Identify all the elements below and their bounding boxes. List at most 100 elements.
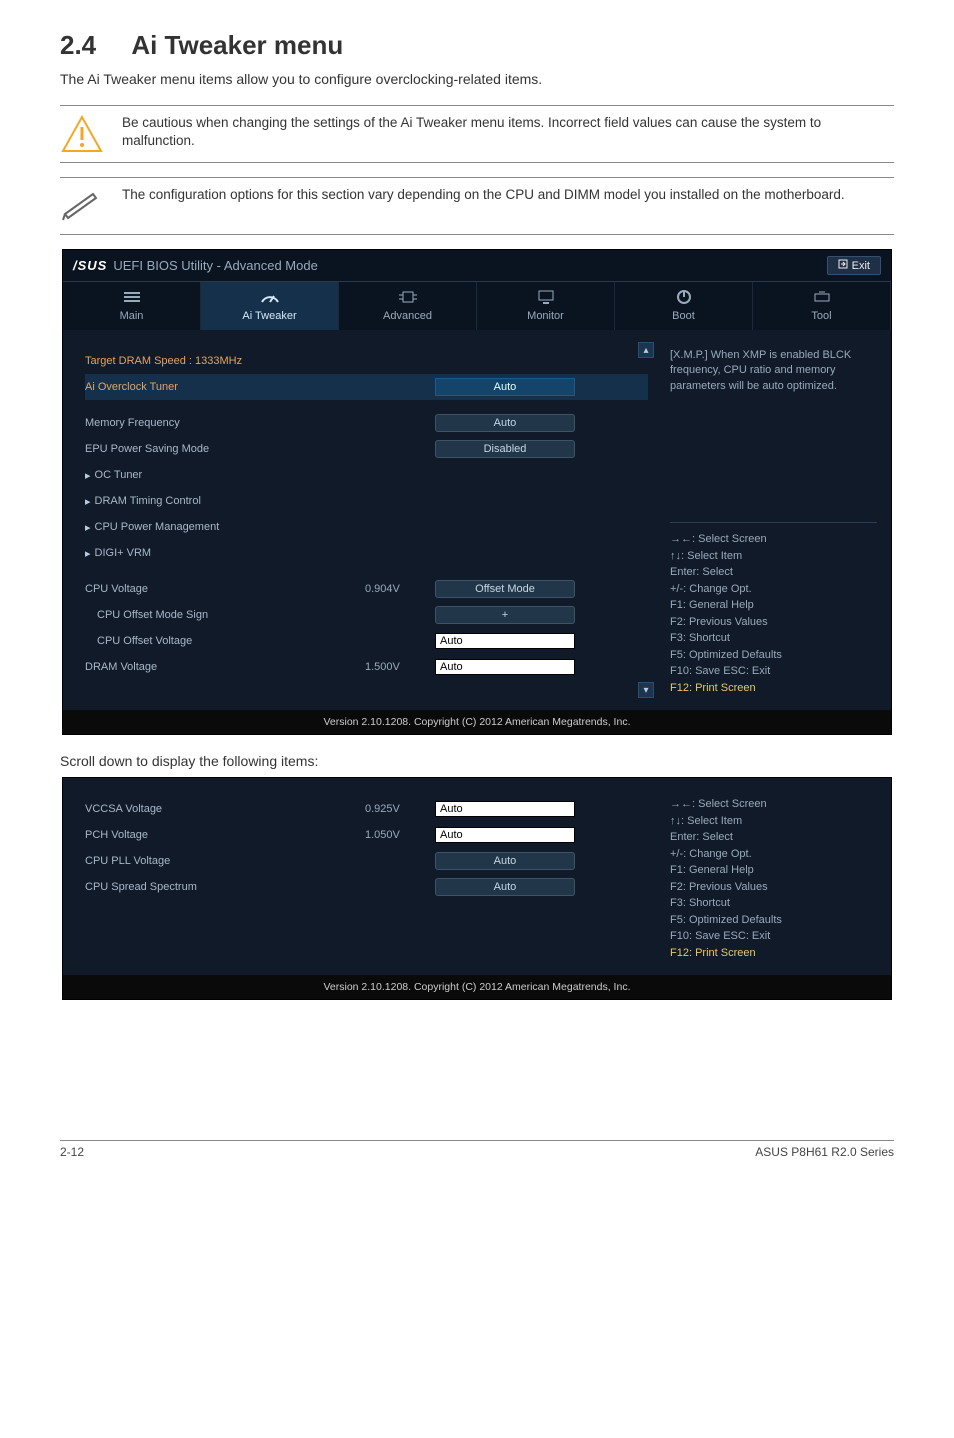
cpu-power-row[interactable]: ▸ CPU Power Management xyxy=(85,514,648,540)
oc-tuner-row[interactable]: ▸ OC Tuner xyxy=(85,462,648,488)
dram-timing-label: DRAM Timing Control xyxy=(95,495,375,507)
chip-icon xyxy=(399,288,417,306)
pll-row[interactable]: CPU PLL Voltage Auto xyxy=(85,848,648,874)
tab-ai-tweaker[interactable]: Ai Tweaker xyxy=(201,282,339,330)
dram-voltage-mid: 1.500V xyxy=(365,661,435,673)
key-l3: Enter: Select xyxy=(670,564,877,581)
chevron-icon: ▸ xyxy=(85,495,91,508)
bios-title-text: UEFI BIOS Utility - Advanced Mode xyxy=(113,258,317,273)
tab-label: Main xyxy=(120,310,144,322)
key-l4: +/-: Change Opt. xyxy=(670,581,877,598)
chevron-icon: ▸ xyxy=(85,469,91,482)
exit-icon xyxy=(838,259,848,272)
key-l6: F2: Previous Values xyxy=(670,879,877,896)
ai-overclock-tuner-row[interactable]: Ai Overclock Tuner Auto xyxy=(85,374,648,400)
spread-value[interactable]: Auto xyxy=(435,878,575,896)
note-callout: The configuration options for this secti… xyxy=(60,177,894,235)
dram-voltage-label: DRAM Voltage xyxy=(85,661,365,673)
key-l8: F5: Optimized Defaults xyxy=(670,647,877,664)
digi-vrm-row[interactable]: ▸ DIGI+ VRM xyxy=(85,540,648,566)
tab-label: Monitor xyxy=(527,310,564,322)
offset-voltage-row[interactable]: CPU Offset Voltage xyxy=(85,628,648,654)
key-l7: F3: Shortcut xyxy=(670,630,877,647)
offset-voltage-input[interactable] xyxy=(435,633,575,649)
list-icon xyxy=(122,288,142,306)
key-print: F12: Print Screen xyxy=(670,680,877,697)
bios-body: Target DRAM Speed : 1333MHz Ai Overclock… xyxy=(63,330,891,710)
pch-label: PCH Voltage xyxy=(85,829,365,841)
epu-label: EPU Power Saving Mode xyxy=(85,443,365,455)
dram-voltage-input[interactable] xyxy=(435,659,575,675)
tab-main[interactable]: Main xyxy=(63,282,201,330)
key-l8: F5: Optimized Defaults xyxy=(670,912,877,929)
tab-label: Ai Tweaker xyxy=(242,310,296,322)
key-l4: +/-: Change Opt. xyxy=(670,846,877,863)
tab-label: Advanced xyxy=(383,310,432,322)
doc-title: ASUS P8H61 R2.0 Series xyxy=(755,1145,894,1159)
key-l7: F3: Shortcut xyxy=(670,895,877,912)
key-l9: F10: Save ESC: Exit xyxy=(670,663,877,680)
offset-sign-label: CPU Offset Mode Sign xyxy=(97,609,365,621)
key-l2: ↑↓: Select Item xyxy=(670,813,877,830)
cpu-voltage-label: CPU Voltage xyxy=(85,583,365,595)
warning-text: Be cautious when changing the settings o… xyxy=(122,114,894,150)
key-l5: F1: General Help xyxy=(670,862,877,879)
epu-value[interactable]: Disabled xyxy=(435,440,575,458)
tool-icon xyxy=(813,288,831,306)
tab-boot[interactable]: Boot xyxy=(615,282,753,330)
power-icon xyxy=(676,288,692,306)
offset-sign-row[interactable]: CPU Offset Mode Sign + xyxy=(85,602,648,628)
help-text: [X.M.P.] When XMP is enabled BLCK freque… xyxy=(670,348,877,394)
tab-label: Boot xyxy=(672,310,695,322)
key-print: F12: Print Screen xyxy=(670,945,877,962)
scrollbar[interactable]: ▴ ▾ xyxy=(638,342,654,698)
offset-voltage-label: CPU Offset Voltage xyxy=(97,635,365,647)
memfreq-value[interactable]: Auto xyxy=(435,414,575,432)
page-number: 2-12 xyxy=(60,1145,84,1159)
gauge-icon xyxy=(259,288,281,306)
section-heading: 2.4 Ai Tweaker menu xyxy=(60,30,894,61)
section-number: 2.4 xyxy=(60,30,96,60)
cpu-voltage-row[interactable]: CPU Voltage 0.904V Offset Mode xyxy=(85,576,648,602)
bios-window-2: VCCSA Voltage 0.925V PCH Voltage 1.050V … xyxy=(62,777,892,1000)
pch-row[interactable]: PCH Voltage 1.050V xyxy=(85,822,648,848)
key-l1: →←: Select Screen xyxy=(670,796,877,813)
memfreq-label: Memory Frequency xyxy=(85,417,365,429)
memory-frequency-row[interactable]: Memory Frequency Auto xyxy=(85,410,648,436)
vccsa-mid: 0.925V xyxy=(365,803,435,815)
spread-row[interactable]: CPU Spread Spectrum Auto xyxy=(85,874,648,900)
dram-timing-row[interactable]: ▸ DRAM Timing Control xyxy=(85,488,648,514)
monitor-icon xyxy=(537,288,555,306)
page-footer: 2-12 ASUS P8H61 R2.0 Series xyxy=(60,1140,894,1159)
bios-title: /SUS UEFI BIOS Utility - Advanced Mode xyxy=(73,258,318,273)
ai-tuner-value[interactable]: Auto xyxy=(435,378,575,396)
pch-input[interactable] xyxy=(435,827,575,843)
scroll-up-icon[interactable]: ▴ xyxy=(638,342,654,358)
key-l1: →←: Select Screen xyxy=(670,531,877,548)
pch-mid: 1.050V xyxy=(365,829,435,841)
vccsa-row[interactable]: VCCSA Voltage 0.925V xyxy=(85,796,648,822)
offset-sign-value[interactable]: + xyxy=(435,606,575,624)
epu-power-saving-row[interactable]: EPU Power Saving Mode Disabled xyxy=(85,436,648,462)
help-keys-2: →←: Select Screen ↑↓: Select Item Enter:… xyxy=(670,796,877,961)
key-l2: ↑↓: Select Item xyxy=(670,548,877,565)
key-l6: F2: Previous Values xyxy=(670,614,877,631)
scroll-down-icon[interactable]: ▾ xyxy=(638,682,654,698)
bios-right-pane: [X.M.P.] When XMP is enabled BLCK freque… xyxy=(656,330,891,710)
tab-tool[interactable]: Tool xyxy=(753,282,891,330)
spread-label: CPU Spread Spectrum xyxy=(85,881,365,893)
vccsa-input[interactable] xyxy=(435,801,575,817)
oc-tuner-label: OC Tuner xyxy=(95,469,375,481)
tab-monitor[interactable]: Monitor xyxy=(477,282,615,330)
target-dram-speed: Target DRAM Speed : 1333MHz xyxy=(85,348,648,374)
ai-tuner-label: Ai Overclock Tuner xyxy=(85,381,365,393)
key-l3: Enter: Select xyxy=(670,829,877,846)
dram-voltage-row[interactable]: DRAM Voltage 1.500V xyxy=(85,654,648,680)
bios-footer-2: Version 2.10.1208. Copyright (C) 2012 Am… xyxy=(63,975,891,999)
pll-value[interactable]: Auto xyxy=(435,852,575,870)
tab-advanced[interactable]: Advanced xyxy=(339,282,477,330)
bios-header: /SUS UEFI BIOS Utility - Advanced Mode E… xyxy=(63,250,891,282)
bios-tabbar: Main Ai Tweaker Advanced Monitor Boot xyxy=(63,282,891,330)
cpu-voltage-value[interactable]: Offset Mode xyxy=(435,580,575,598)
exit-button[interactable]: Exit xyxy=(827,256,881,275)
